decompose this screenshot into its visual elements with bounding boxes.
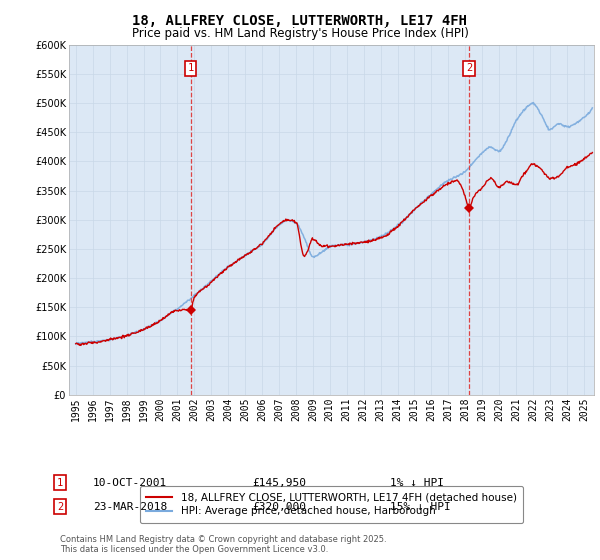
Text: 1% ↓ HPI: 1% ↓ HPI <box>390 478 444 488</box>
Text: 15% ↓ HPI: 15% ↓ HPI <box>390 502 451 512</box>
Text: £145,950: £145,950 <box>252 478 306 488</box>
Text: 1: 1 <box>57 478 63 488</box>
Text: Price paid vs. HM Land Registry's House Price Index (HPI): Price paid vs. HM Land Registry's House … <box>131 27 469 40</box>
Legend: 18, ALLFREY CLOSE, LUTTERWORTH, LE17 4FH (detached house), HPI: Average price, d: 18, ALLFREY CLOSE, LUTTERWORTH, LE17 4FH… <box>140 486 523 522</box>
Text: 2: 2 <box>466 63 472 73</box>
Text: 23-MAR-2018: 23-MAR-2018 <box>93 502 167 512</box>
Text: 10-OCT-2001: 10-OCT-2001 <box>93 478 167 488</box>
Text: 18, ALLFREY CLOSE, LUTTERWORTH, LE17 4FH: 18, ALLFREY CLOSE, LUTTERWORTH, LE17 4FH <box>133 14 467 28</box>
Text: £320,000: £320,000 <box>252 502 306 512</box>
Text: Contains HM Land Registry data © Crown copyright and database right 2025.
This d: Contains HM Land Registry data © Crown c… <box>60 535 386 554</box>
Text: 1: 1 <box>187 63 194 73</box>
Text: 2: 2 <box>57 502 63 512</box>
